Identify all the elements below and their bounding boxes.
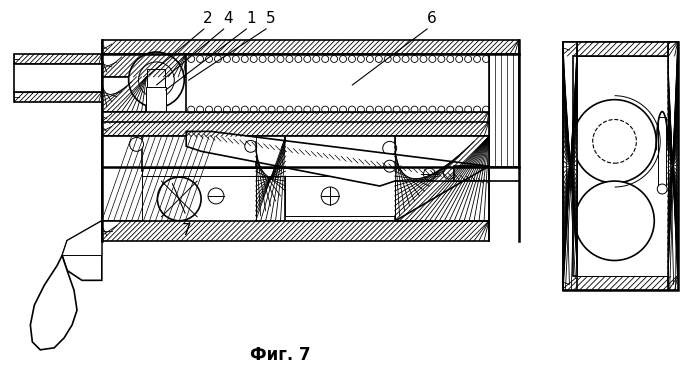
Bar xyxy=(286,166,395,216)
Bar xyxy=(186,54,489,112)
Polygon shape xyxy=(62,221,102,280)
Bar xyxy=(489,54,519,167)
Circle shape xyxy=(130,138,144,151)
Bar xyxy=(150,88,162,101)
Polygon shape xyxy=(62,221,102,256)
Bar xyxy=(15,64,101,92)
Circle shape xyxy=(383,141,397,155)
Bar xyxy=(564,42,678,290)
Circle shape xyxy=(657,184,667,194)
Bar xyxy=(564,276,678,290)
Bar xyxy=(658,117,666,191)
Text: 4: 4 xyxy=(223,11,232,26)
Bar xyxy=(564,42,678,56)
Circle shape xyxy=(158,177,201,221)
Text: 1: 1 xyxy=(246,11,256,26)
Bar xyxy=(578,56,668,276)
Polygon shape xyxy=(186,131,489,186)
Bar xyxy=(141,171,256,221)
Text: 7: 7 xyxy=(181,223,191,238)
Bar xyxy=(395,136,489,221)
Bar xyxy=(15,54,101,64)
Text: Фиг. 7: Фиг. 7 xyxy=(250,346,311,364)
Circle shape xyxy=(575,181,654,261)
Bar xyxy=(102,40,519,54)
Bar xyxy=(102,136,489,221)
Bar xyxy=(573,56,577,276)
Text: 2: 2 xyxy=(203,11,213,26)
Bar xyxy=(668,42,678,290)
Bar xyxy=(564,42,577,290)
Bar xyxy=(146,87,167,131)
Text: 5: 5 xyxy=(266,11,275,26)
Polygon shape xyxy=(102,136,186,221)
Bar xyxy=(148,69,165,89)
Circle shape xyxy=(129,52,184,107)
Circle shape xyxy=(443,167,455,179)
Bar xyxy=(15,92,101,102)
Circle shape xyxy=(248,139,262,153)
Circle shape xyxy=(424,168,435,180)
Bar xyxy=(102,54,186,77)
Circle shape xyxy=(573,100,657,183)
Circle shape xyxy=(208,188,224,204)
Circle shape xyxy=(321,187,339,205)
Bar xyxy=(102,77,146,112)
Circle shape xyxy=(245,140,257,152)
Circle shape xyxy=(139,62,174,98)
Bar xyxy=(102,122,489,136)
Text: 6: 6 xyxy=(426,11,436,26)
Bar xyxy=(141,168,395,176)
Polygon shape xyxy=(30,256,77,350)
Bar xyxy=(102,112,489,123)
Circle shape xyxy=(384,160,395,172)
Bar xyxy=(256,136,286,221)
Polygon shape xyxy=(395,166,489,221)
Bar xyxy=(102,221,489,241)
